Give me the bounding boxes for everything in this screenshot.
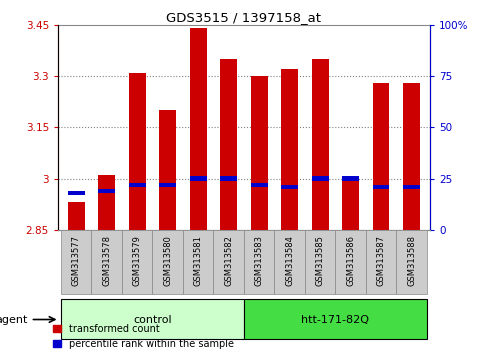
Bar (99, 175, 115, 230)
Bar (61, 299, 244, 339)
Bar (397, 230, 427, 294)
Bar (68, 202, 85, 230)
Bar (220, 177, 237, 181)
Bar (251, 183, 268, 187)
Bar (366, 230, 397, 294)
Text: GSM313581: GSM313581 (194, 235, 203, 286)
Text: GSM313582: GSM313582 (224, 235, 233, 286)
Text: agent: agent (0, 314, 28, 325)
Bar (159, 110, 176, 230)
Title: GDS3515 / 1397158_at: GDS3515 / 1397158_at (167, 11, 321, 24)
Bar (190, 28, 207, 230)
Text: GSM313583: GSM313583 (255, 235, 264, 286)
Text: GSM313584: GSM313584 (285, 235, 294, 286)
Bar (274, 230, 305, 294)
Bar (251, 76, 268, 230)
Text: GSM313587: GSM313587 (377, 235, 385, 286)
Bar (122, 230, 153, 294)
Bar (281, 185, 298, 189)
Bar (373, 83, 389, 230)
Text: GSM313588: GSM313588 (407, 235, 416, 286)
Text: GSM313578: GSM313578 (102, 235, 111, 286)
Bar (99, 189, 115, 193)
Bar (129, 73, 145, 230)
Bar (159, 183, 176, 187)
Bar (213, 230, 244, 294)
Bar (244, 299, 427, 339)
Bar (312, 177, 328, 181)
Bar (91, 230, 122, 294)
Bar (244, 230, 274, 294)
Bar (342, 178, 359, 230)
Bar (190, 177, 207, 181)
Text: GSM313579: GSM313579 (133, 235, 142, 286)
Bar (68, 191, 85, 195)
Bar (342, 177, 359, 181)
Bar (153, 230, 183, 294)
Legend: transformed count, percentile rank within the sample: transformed count, percentile rank withi… (53, 324, 234, 349)
Bar (281, 69, 298, 230)
Bar (183, 230, 213, 294)
Bar (61, 230, 91, 294)
Bar (312, 59, 328, 230)
Bar (220, 59, 237, 230)
Text: GSM313577: GSM313577 (72, 235, 81, 286)
Text: GSM313586: GSM313586 (346, 235, 355, 286)
Bar (403, 83, 420, 230)
Text: GSM313580: GSM313580 (163, 235, 172, 286)
Bar (129, 183, 145, 187)
Bar (403, 185, 420, 189)
Text: GSM313585: GSM313585 (315, 235, 325, 286)
Bar (305, 230, 335, 294)
Text: control: control (133, 314, 172, 325)
Text: htt-171-82Q: htt-171-82Q (301, 314, 369, 325)
Bar (335, 230, 366, 294)
Bar (373, 185, 389, 189)
